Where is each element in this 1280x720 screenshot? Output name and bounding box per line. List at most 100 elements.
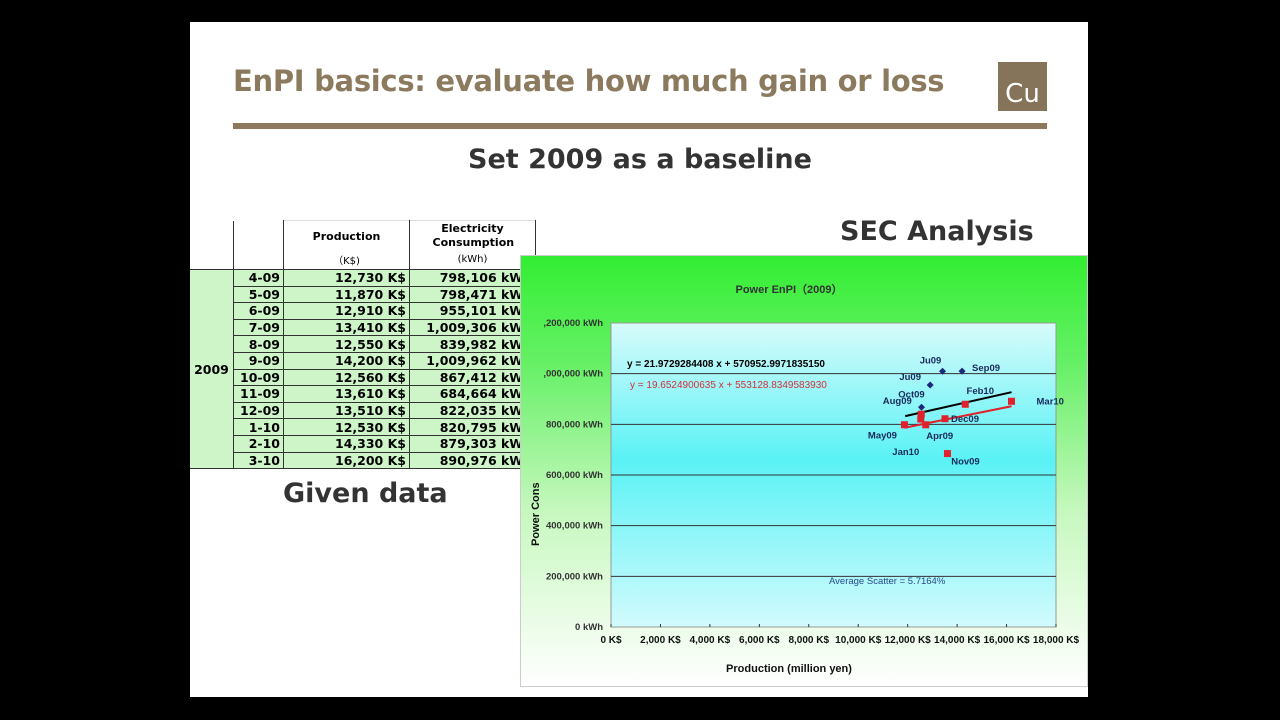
month-cell: 3-10 xyxy=(233,451,284,470)
table-row: 3-10 16,200 K$ 890,976 kWh xyxy=(190,451,536,470)
data-point-label: Ju09 xyxy=(920,355,942,366)
year-cell: 2009 xyxy=(190,268,234,470)
data-point-label: Jan10 xyxy=(892,447,919,458)
data-point-square xyxy=(961,400,969,408)
consumption-cell: 879,303 kWh xyxy=(409,434,536,453)
consumption-cell: 798,471 kWh xyxy=(409,285,536,304)
data-point-square xyxy=(922,421,930,429)
production-cell: 13,410 K$ xyxy=(283,318,410,337)
table-header: Production （K$) Electricity Consumption … xyxy=(190,220,536,270)
month-cell: 11-09 xyxy=(233,385,284,403)
data-point-diamond xyxy=(958,367,966,375)
sec-analysis-heading: SEC Analysis xyxy=(840,216,1034,247)
cu-logo: Cu xyxy=(998,62,1047,111)
data-point-square xyxy=(900,421,908,429)
table-row: 5-09 11,870 K$ 798,471 kWh xyxy=(190,285,536,304)
production-cell: 11,870 K$ xyxy=(283,285,410,304)
data-point-diamond xyxy=(939,367,947,375)
month-cell: 5-09 xyxy=(233,285,284,304)
month-cell: 12-09 xyxy=(233,401,284,420)
consumption-header-label: Electricity Consumption xyxy=(432,222,515,249)
production-cell: 12,560 K$ xyxy=(283,368,410,387)
table-row: 8-09 12,550 K$ 839,982 kWh xyxy=(190,335,536,353)
average-scatter-annotation: Average Scatter = 5.7164% xyxy=(829,576,946,587)
data-point-label: Mar10 xyxy=(1037,396,1064,407)
consumption-cell: 798,106 kWh xyxy=(409,269,536,287)
y-axis-label: Power Cons xyxy=(530,482,542,546)
data-point-square xyxy=(1008,397,1015,405)
table-row: 12-09 13,510 K$ 822,035 kWh xyxy=(190,401,536,420)
consumption-cell: 839,982 kWh xyxy=(409,335,536,353)
x-tick-label: 10,000 K$ xyxy=(835,635,882,646)
month-cell: 8-09 xyxy=(233,335,284,353)
consumption-cell: 890,976 kWh xyxy=(409,451,536,470)
table-row: 6-09 12,910 K$ 955,101 kWh xyxy=(190,302,536,320)
trendline-equation-red: y = 19.6524900635 x + 553128.8349583930 xyxy=(630,380,827,391)
consumption-cell: 867,412 kWh xyxy=(409,368,536,387)
slide-title: EnPI basics: evaluate how much gain or l… xyxy=(233,64,945,98)
consumption-cell: 820,795 kWh xyxy=(409,418,536,436)
table-row: 11-09 13,610 K$ 684,664 kWh xyxy=(190,385,536,403)
x-axis-label: Production (million yen) xyxy=(726,663,852,675)
data-point-square xyxy=(941,415,949,423)
x-tick-label: 6,000 K$ xyxy=(739,635,780,646)
subtitle: Set 2009 as a baseline xyxy=(468,144,812,175)
month-cell: 2-10 xyxy=(233,434,284,453)
data-point-diamond xyxy=(926,381,934,389)
data-point-label: Sep09 xyxy=(972,363,1000,374)
data-point-label: Ju09 xyxy=(899,372,921,383)
table-row: 1-10 12,530 K$ 820,795 kWh xyxy=(190,418,536,436)
production-cell: 12,550 K$ xyxy=(283,335,410,353)
month-cell: 7-09 xyxy=(233,318,284,337)
scatter-chart: Power EnPI（2009） Production (million yen… xyxy=(530,283,1080,675)
x-tick-label: 8,000 K$ xyxy=(788,635,829,646)
consumption-cell: 1,009,306 kWh xyxy=(409,318,536,337)
data-point-label: Feb10 xyxy=(967,386,994,397)
production-header-label: Production xyxy=(312,230,381,243)
sec-chart: Power EnPI（2009） Production (million yen… xyxy=(520,255,1088,687)
consumption-cell: 822,035 kWh xyxy=(409,401,536,420)
month-cell: 10-09 xyxy=(233,368,284,387)
y-tick-label: 600,000 kWh xyxy=(546,470,603,481)
consumption-cell: 684,664 kWh xyxy=(409,385,536,403)
data-point-label: May09 xyxy=(868,431,897,442)
consumption-cell: 1,009,962 kWh xyxy=(409,351,536,370)
data-point-square xyxy=(917,415,925,423)
production-cell: 12,530 K$ xyxy=(283,418,410,436)
production-cell: 14,330 K$ xyxy=(283,434,410,453)
x-tick-label: 18,000 K$ xyxy=(1033,635,1080,646)
consumption-cell: 955,101 kWh xyxy=(409,302,536,320)
header-production: Production （K$) xyxy=(283,220,410,270)
production-cell: 12,910 K$ xyxy=(283,302,410,320)
data-point-label: Nov09 xyxy=(951,457,980,468)
table-row: 9-09 14,200 K$ 1,009,962 kWh xyxy=(190,351,536,370)
production-cell: 16,200 K$ xyxy=(283,451,410,470)
table-row: 2-10 14,330 K$ 879,303 kWh xyxy=(190,434,536,453)
data-point-square xyxy=(917,410,925,418)
given-data-label: Given data xyxy=(283,478,448,509)
month-cell: 1-10 xyxy=(233,418,284,436)
x-tick-label: 14,000 K$ xyxy=(934,635,981,646)
y-tick-label: 200,000 kWh xyxy=(546,571,603,582)
table-row: 7-09 13,410 K$ 1,009,306 kWh xyxy=(190,318,536,337)
table-row: 2009 4-09 12,730 K$ 798,106 kWh xyxy=(190,268,536,470)
table-row: 10-09 12,560 K$ 867,412 kWh xyxy=(190,368,536,387)
month-cell: 9-09 xyxy=(233,351,284,370)
y-tick-label: 400,000 kWh xyxy=(546,521,603,532)
data-point-label: Apr09 xyxy=(926,431,953,442)
y-tick-label: ,200,000 kWh xyxy=(543,318,603,329)
month-cell: 4-09 xyxy=(233,269,284,287)
production-cell: 12,730 K$ xyxy=(283,269,410,287)
data-point-label: Dec09 xyxy=(951,414,979,425)
header-blank xyxy=(233,220,284,270)
x-tick-label: 0 K$ xyxy=(600,635,622,646)
production-unit: （K$) xyxy=(333,256,360,267)
trendline-equation-black: y = 21.9729284408 x + 570952.9971835150 xyxy=(627,359,825,370)
y-tick-label: 0 kWh xyxy=(575,622,603,633)
production-cell: 13,510 K$ xyxy=(283,401,410,420)
header-blank xyxy=(190,220,234,270)
y-tick-label: ,000,000 kWh xyxy=(543,369,603,380)
x-tick-label: 12,000 K$ xyxy=(885,635,932,646)
consumption-unit: (kWh) xyxy=(457,254,488,265)
production-cell: 13,610 K$ xyxy=(283,385,410,403)
